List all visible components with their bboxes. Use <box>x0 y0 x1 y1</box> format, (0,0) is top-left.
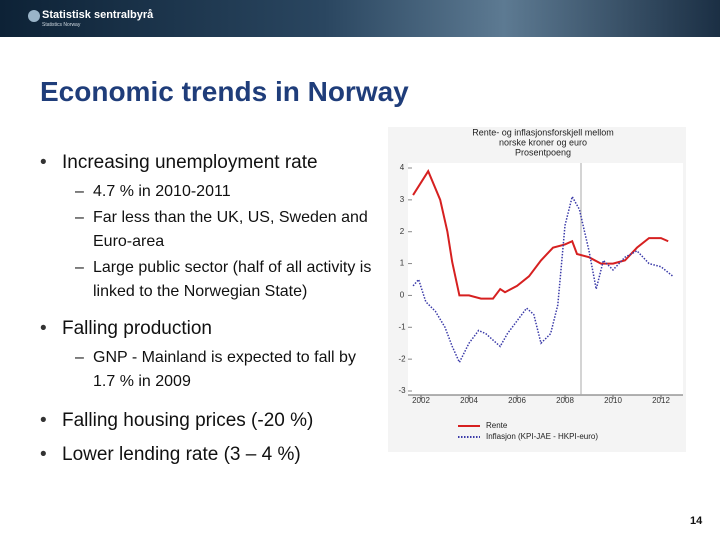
y-tick-label: -1 <box>398 322 406 331</box>
series-line <box>412 194 674 365</box>
bullet-list: Increasing unemployment rate 4.7 % in 201… <box>40 150 375 468</box>
sub-bullet: 4.7 % in 2010-2011 <box>40 180 375 204</box>
x-tick-label: 2002 <box>412 396 430 405</box>
plot-area <box>408 163 683 395</box>
x-tick-label: 2012 <box>652 396 670 405</box>
bullet: Lower lending rate (3 – 4 %) <box>40 442 375 468</box>
sub-bullet: Far less than the UK, US, Sweden and Eur… <box>40 206 375 254</box>
chart-title: norske kroner og euro <box>499 137 587 147</box>
x-tick-label: 2004 <box>460 396 478 405</box>
chart-title: Rente- og inflasjonsforskjell mellom <box>472 127 614 137</box>
y-tick-label: -3 <box>398 386 406 395</box>
bullet: Falling housing prices (-20 %) <box>40 408 375 434</box>
chart-title: Prosentpoeng <box>515 147 571 157</box>
x-tick-label: 2006 <box>508 396 526 405</box>
slide-title: Economic trends in Norway <box>40 76 409 107</box>
x-tick-label: 2010 <box>604 396 622 405</box>
y-tick-label: -2 <box>398 354 406 363</box>
y-tick-label: 1 <box>400 259 405 268</box>
x-tick-label: 2008 <box>556 396 574 405</box>
y-tick-label: 2 <box>400 227 405 236</box>
series-line <box>412 169 669 300</box>
chart: Rente- og inflasjonsforskjell mellomnors… <box>388 127 686 452</box>
sub-bullet: GNP - Mainland is expected to fall by 1.… <box>40 346 375 394</box>
bullet: Falling production <box>40 316 375 342</box>
bullet: Increasing unemployment rate <box>40 150 375 176</box>
y-tick-label: 0 <box>400 291 405 300</box>
y-tick-label: 3 <box>400 195 405 204</box>
header-band <box>0 0 720 37</box>
logo-mark <box>28 10 40 22</box>
logo-subtitle: Statistics Norway <box>42 22 81 28</box>
legend-label: Rente <box>486 421 508 430</box>
sub-bullet: Large public sector (half of all activit… <box>40 256 375 304</box>
page-number: 14 <box>690 515 703 527</box>
logo: Statistisk sentralbyrå <box>42 9 154 21</box>
legend-label: Inflasjon (KPI-JAE - HKPI-euro) <box>486 432 598 441</box>
y-tick-label: 4 <box>400 163 405 172</box>
